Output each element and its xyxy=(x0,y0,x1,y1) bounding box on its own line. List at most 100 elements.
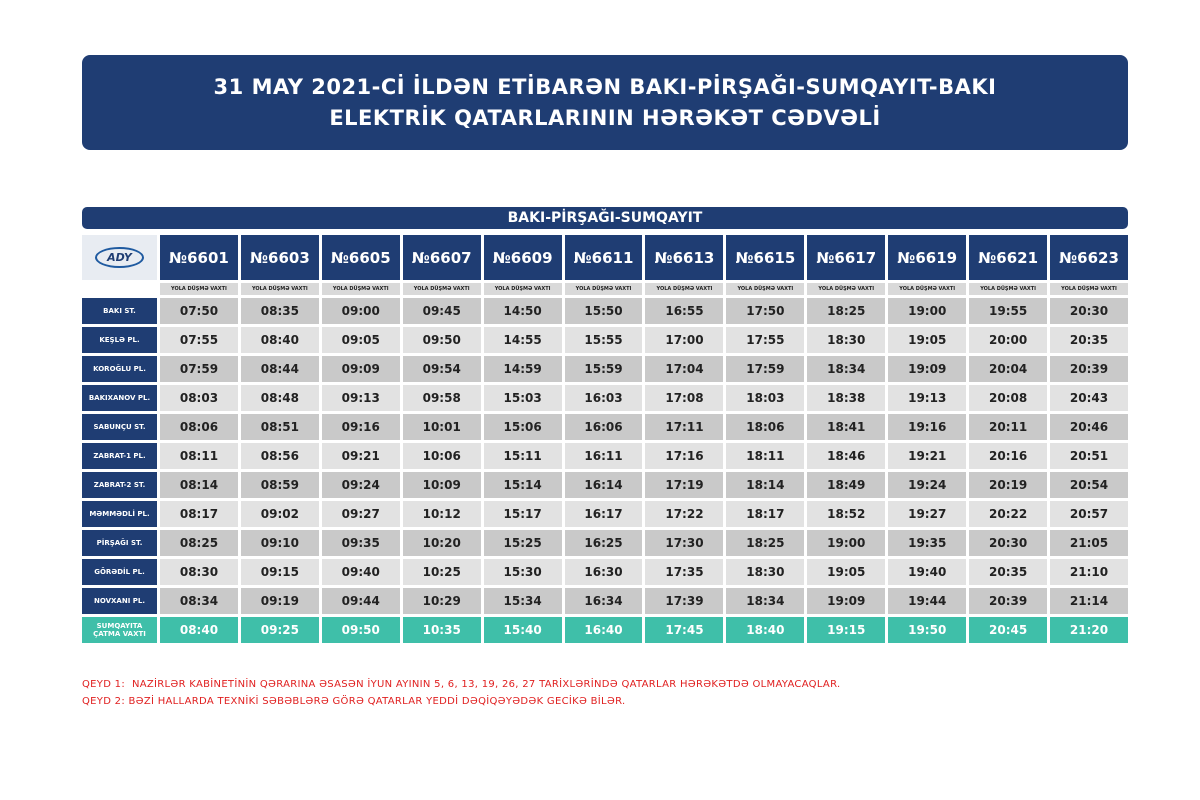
time-cell: 15:17 xyxy=(483,501,562,527)
time-cell: 19:35 xyxy=(888,530,967,556)
time-cell: 08:51 xyxy=(240,414,319,440)
note: QEYD 1: NAZİRLƏR KABİNETİNİN QƏRARINA ƏS… xyxy=(82,679,841,690)
time-cell: 18:06 xyxy=(726,414,805,440)
station: SABUNÇU ST. xyxy=(82,414,157,440)
time-cell: 20:00 xyxy=(969,327,1048,353)
time-cell: 18:34 xyxy=(807,356,886,382)
station: BAKI ST. xyxy=(82,298,157,324)
station: BAKIXANOV PL. xyxy=(82,385,157,411)
time-cell: 08:48 xyxy=(240,385,319,411)
time-cell: 18:11 xyxy=(726,443,805,469)
column-note: YOLA DÜŞMƏ VAXTI xyxy=(969,283,1048,295)
column-note: YOLA DÜŞMƏ VAXTI xyxy=(240,283,319,295)
time-cell: 20:43 xyxy=(1050,385,1128,411)
time-cell: 19:40 xyxy=(888,559,967,585)
time-cell: 16:03 xyxy=(564,385,643,411)
time-cell: 09:35 xyxy=(321,530,400,556)
time-cell: 16:34 xyxy=(564,588,643,614)
time-cell: 20:19 xyxy=(969,472,1048,498)
time-cell: 09:00 xyxy=(321,298,400,324)
time-cell: 07:59 xyxy=(160,356,238,382)
time-cell: 09:15 xyxy=(240,559,319,585)
time-cell: 08:03 xyxy=(160,385,238,411)
train-number: №6617 xyxy=(807,235,886,280)
notes: QEYD 1: NAZİRLƏR KABİNETİNİN QƏRARINA ƏS… xyxy=(82,676,840,710)
time-cell: 19:21 xyxy=(888,443,967,469)
time-cell: 19:00 xyxy=(807,530,886,556)
train-number: №6623 xyxy=(1050,235,1128,280)
time-cell: 18:52 xyxy=(807,501,886,527)
time-cell: 15:06 xyxy=(483,414,562,440)
time-cell: 20:30 xyxy=(1050,298,1128,324)
time-cell: 16:14 xyxy=(564,472,643,498)
time-cell: 20:30 xyxy=(969,530,1048,556)
column-note: YOLA DÜŞMƏ VAXTI xyxy=(321,283,400,295)
time-cell: 08:30 xyxy=(160,559,238,585)
time-cell: 18:30 xyxy=(807,327,886,353)
station: SUMQAYITA ÇATMA VAXTI xyxy=(82,617,157,643)
station: KEŞLƏ PL. xyxy=(82,327,157,353)
time-cell: 19:55 xyxy=(969,298,1048,324)
time-cell: 15:30 xyxy=(483,559,562,585)
train-number: №6609 xyxy=(483,235,562,280)
time-cell: 08:17 xyxy=(160,501,238,527)
station: NOVXANI PL. xyxy=(82,588,157,614)
column-note: YOLA DÜŞMƏ VAXTI xyxy=(483,283,562,295)
train-number: №6621 xyxy=(969,235,1048,280)
note: QEYD 2: BƏZİ HALLARDA TEXNİKİ SƏBƏBLƏRƏ … xyxy=(82,696,626,707)
time-cell: 21:20 xyxy=(1050,617,1128,643)
logo-text: ADY xyxy=(95,247,144,268)
time-cell: 08:59 xyxy=(240,472,319,498)
timetable: ADY №6601 №6603 №6605 №6607 №6609 №6611 №6613 №6… xyxy=(82,235,1128,643)
time-cell: 20:22 xyxy=(969,501,1048,527)
time-cell: 08:40 xyxy=(160,617,238,643)
time-cell: 19:27 xyxy=(888,501,967,527)
train-number: №6619 xyxy=(888,235,967,280)
station: GÖRƏDİL PL. xyxy=(82,559,157,585)
time-cell: 19:15 xyxy=(807,617,886,643)
train-number: №6603 xyxy=(240,235,319,280)
train-number: №6615 xyxy=(726,235,805,280)
time-cell: 09:09 xyxy=(321,356,400,382)
time-cell: 17:04 xyxy=(645,356,724,382)
time-cell: 10:06 xyxy=(402,443,481,469)
time-cell: 18:40 xyxy=(726,617,805,643)
time-cell: 10:12 xyxy=(402,501,481,527)
train-number: №6605 xyxy=(321,235,400,280)
column-note: YOLA DÜŞMƏ VAXTI xyxy=(645,283,724,295)
train-number: №6613 xyxy=(645,235,724,280)
time-cell: 09:58 xyxy=(402,385,481,411)
time-cell: 15:59 xyxy=(564,356,643,382)
time-cell: 16:25 xyxy=(564,530,643,556)
time-cell: 09:19 xyxy=(240,588,319,614)
time-cell: 18:03 xyxy=(726,385,805,411)
column-note: YOLA DÜŞMƏ VAXTI xyxy=(564,283,643,295)
title-line: ELEKTRİK QATARLARININ HƏRƏKƏT CƏDVƏLİ xyxy=(329,105,881,130)
time-cell: 09:40 xyxy=(321,559,400,585)
station: ZABRAT-1 PL. xyxy=(82,443,157,469)
time-cell: 18:30 xyxy=(726,559,805,585)
time-cell: 09:50 xyxy=(321,617,400,643)
time-cell: 18:41 xyxy=(807,414,886,440)
time-cell: 08:11 xyxy=(160,443,238,469)
time-cell: 10:01 xyxy=(402,414,481,440)
time-cell: 07:50 xyxy=(160,298,238,324)
time-cell: 20:46 xyxy=(1050,414,1128,440)
time-cell: 17:45 xyxy=(645,617,724,643)
time-cell: 15:40 xyxy=(483,617,562,643)
time-cell: 18:49 xyxy=(807,472,886,498)
time-cell: 09:45 xyxy=(402,298,481,324)
time-cell: 10:25 xyxy=(402,559,481,585)
time-cell: 09:16 xyxy=(321,414,400,440)
time-cell: 20:35 xyxy=(969,559,1048,585)
time-cell: 09:25 xyxy=(240,617,319,643)
time-cell: 19:09 xyxy=(807,588,886,614)
time-cell: 10:20 xyxy=(402,530,481,556)
time-cell: 17:11 xyxy=(645,414,724,440)
title-line: 31 MAY 2021-Cİ İLDƏN ETİBARƏN BAKI-PİRŞA… xyxy=(213,74,997,99)
time-cell: 16:30 xyxy=(564,559,643,585)
time-cell: 18:14 xyxy=(726,472,805,498)
time-cell: 08:34 xyxy=(160,588,238,614)
time-cell: 17:50 xyxy=(726,298,805,324)
